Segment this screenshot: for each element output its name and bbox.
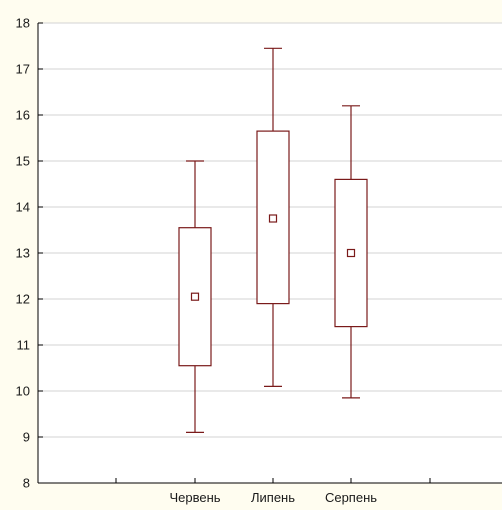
center-marker	[190, 292, 200, 301]
box-item	[334, 105, 368, 399]
box-series	[178, 47, 368, 433]
y-tick-label: 8	[23, 476, 30, 491]
center-marker	[346, 248, 356, 258]
y-tick-label: 14	[16, 200, 30, 215]
x-tick-label: Червень	[169, 490, 220, 505]
y-tick-label: 16	[16, 108, 30, 123]
y-tick-labels: 8 9 10 11 12 13 14 15 16 17 18	[16, 16, 43, 491]
y-tick-label: 12	[16, 292, 30, 307]
x-tick-label: Липень	[251, 490, 295, 505]
y-tick-label: 17	[16, 62, 30, 77]
box-item	[256, 47, 290, 387]
y-tick-label: 9	[23, 430, 30, 445]
x-tick-label: Серпень	[325, 490, 377, 505]
y-tick-label: 18	[16, 16, 30, 31]
y-tick-label: 10	[16, 384, 30, 399]
x-tick-labels: Червень Липень Серпень	[115, 478, 431, 505]
y-tick-label: 15	[16, 154, 30, 169]
y-tick-label: 13	[16, 246, 30, 261]
box-item	[178, 160, 212, 433]
center-marker	[268, 214, 278, 223]
y-tick-label: 11	[17, 338, 31, 353]
